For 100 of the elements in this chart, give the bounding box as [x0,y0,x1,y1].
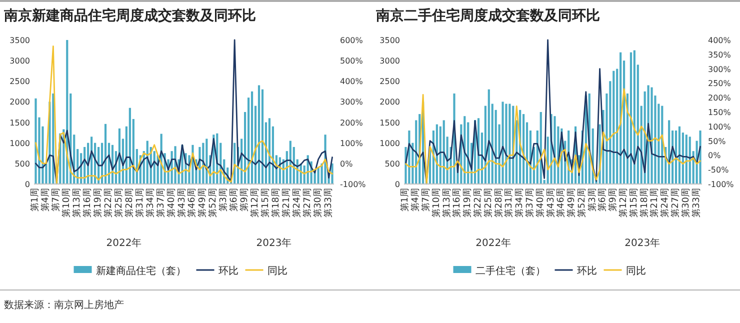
y-tick-label: 2000 [10,98,30,107]
x-tick-label: 第15周 [260,188,271,218]
bar [34,98,37,184]
x-tick-label: 第34周 [144,188,156,218]
legend-label: 同比 [626,265,646,277]
y-tick-label: 500 [14,159,30,168]
x-tick-label: 第10周 [61,188,72,218]
y2-tick-label: 400% [708,36,732,45]
y2-tick-label: 200% [340,118,364,128]
x-tick-label: 第3周 [586,188,598,212]
y2-tick-label: 200% [708,94,732,103]
x-tick-label: 第16周 [82,188,94,218]
y2-tick-label: -50% [708,166,730,175]
y2-tick-label: 150% [708,108,732,117]
y-tick-label: 500 [384,159,400,168]
x-tick-label: 第19周 [462,188,474,218]
x-tick-label: 第4周 [410,188,422,212]
y-tick-label: 1000 [380,138,400,148]
x-tick-label: 第19周 [92,188,104,218]
x-tick-label: 第37周 [155,188,166,218]
y2-tick-label: 100% [340,138,364,148]
x-tick-label: 第30周 [312,188,324,218]
legend-label: 新建商品住宅（套） [96,265,186,277]
bar [688,136,691,184]
source-note: 数据来源：南京网上房地产 [4,299,124,311]
x-tick-label: 第12周 [250,188,261,218]
y-tick-label: 3500 [380,36,400,45]
y2-tick-label: 300% [340,98,364,107]
y-tick-label: 3500 [10,36,30,45]
x-tick-label: 第27周 [670,188,682,218]
y2-tick-label: 300% [708,64,732,74]
bar [630,52,632,184]
y2-tick-label: 250% [708,79,732,88]
x-tick-label: 第52周 [208,188,219,218]
bar [505,104,508,184]
y-tick-label: 1500 [380,118,400,128]
x-tick-label: 第52周 [576,188,588,218]
text: 2023年 [256,237,292,249]
bar [699,130,702,184]
x-tick-label: 第28周 [493,188,504,218]
x-tick-label: 第40周 [534,188,546,218]
y2-tick-label: 350% [708,50,732,60]
x-tick-label: 第28周 [124,188,135,218]
x-tick-label: 第18周 [638,188,650,218]
text: 2022年 [106,237,142,249]
x-tick-label: 第33周 [690,188,702,218]
x-tick-label: 第25周 [113,188,124,218]
legend-label: 二手住宅（套） [475,265,546,277]
text: 2022年 [476,237,512,249]
x-tick-label: 第15周 [628,188,640,218]
x-tick-label: 第9周 [239,188,250,212]
y2-tick-label: 600% [340,36,364,45]
x-tick-label: 第24周 [291,188,302,218]
x-tick-label: 第49周 [197,188,208,218]
y-tick-label: 2000 [380,98,400,107]
x-tick-label: 第43周 [176,188,188,218]
y2-tick-label: -100% [340,180,366,189]
x-tick-label: 第3周 [218,188,230,212]
y2-tick-label: 400% [340,77,364,86]
y2-tick-label: 100% [708,122,732,132]
y-tick-label: 0 [394,180,400,189]
legend-label: 环比 [576,265,597,277]
x-tick-label: 第6周 [597,188,608,212]
y2-tick-label: 50% [708,136,726,146]
x-tick-label: 第31周 [134,188,146,218]
x-tick-label: 第21周 [649,188,660,218]
y-tick-label: 2500 [10,77,30,86]
x-tick-label: 第43周 [545,188,556,218]
x-tick-label: 第7周 [420,188,432,212]
text: 2023年 [624,237,660,249]
x-tick-label: 第1周 [30,188,41,212]
bar [650,87,653,184]
x-tick-label: 第1周 [400,188,411,212]
y2-tick-label: 0% [340,159,354,168]
bar [554,116,556,184]
x-tick-label: 第34周 [514,188,526,218]
x-tick-label: 第22周 [472,188,484,218]
x-tick-label: 第37周 [524,188,536,218]
y2-tick-label: 0% [708,151,722,160]
bar [502,102,504,184]
x-tick-label: 第13周 [72,188,83,218]
x-tick-label: 第7周 [50,188,62,212]
x-tick-label: 第31周 [504,188,515,218]
x-tick-label: 第46周 [556,188,567,218]
y2-tick-label: 500% [340,56,364,66]
x-tick-label: 第6周 [228,188,240,212]
y-tick-label: 2500 [380,77,400,86]
x-tick-label: 第22周 [103,188,114,218]
y-tick-label: 3000 [380,56,400,66]
x-tick-label: 第21周 [280,188,292,218]
line-series [405,88,701,185]
bar [508,104,511,184]
y-tick-label: 1000 [10,138,30,148]
x-tick-label: 第27周 [302,188,313,218]
x-tick-label: 第4周 [40,188,52,212]
x-tick-label: 第9周 [608,188,619,212]
y2-tick-label: -100% [708,180,734,189]
x-tick-label: 第46周 [186,188,198,218]
legend-label: 同比 [267,265,288,277]
x-tick-label: 第49周 [566,188,578,218]
